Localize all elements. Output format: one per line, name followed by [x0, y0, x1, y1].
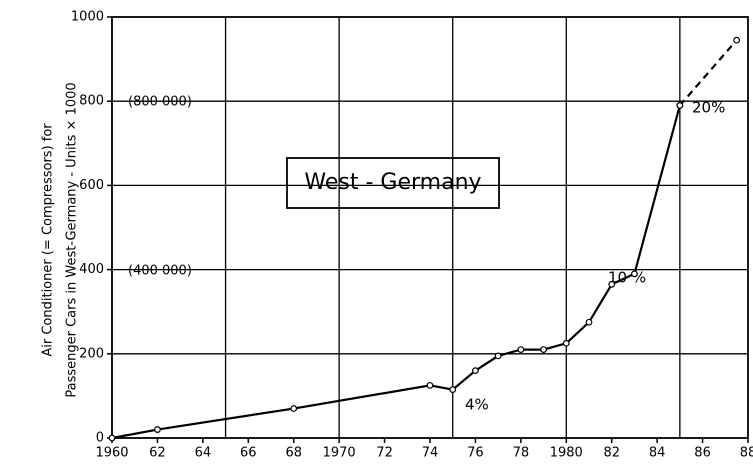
annotation: West - Germany — [304, 170, 481, 195]
annotation: (400 000) — [128, 264, 192, 279]
point — [631, 270, 638, 278]
line — [111, 105, 681, 440]
x-tick-label: 78 — [513, 446, 530, 461]
x-tick-label: 1970 — [323, 446, 356, 461]
annotation: (800 000) — [128, 95, 192, 110]
y-axis-label: Passenger Cars in West-Germany - Units ×… — [65, 82, 80, 397]
annotation: 4% — [465, 396, 489, 414]
x-tick-label: 72 — [376, 446, 393, 461]
point — [472, 367, 479, 375]
y-tick-label: 400 — [79, 262, 104, 277]
point — [290, 405, 298, 412]
x-tick-label: 68 — [285, 446, 302, 461]
y-axis-label: Air Conditioner (= Compressors) for — [41, 123, 56, 357]
y-tick-label: 600 — [79, 178, 104, 193]
point — [426, 381, 434, 389]
y-tick-label: 1000 — [71, 10, 104, 25]
x-tick-label: 86 — [694, 446, 711, 461]
plot-frame — [111, 16, 749, 439]
point — [676, 102, 684, 109]
x-tick-label: 66 — [240, 446, 257, 461]
y-tick-label: 0 — [96, 431, 104, 446]
point — [608, 280, 616, 288]
x-tick-label: 62 — [149, 446, 166, 461]
point — [449, 386, 457, 393]
line — [679, 39, 738, 107]
x-tick-label: 1960 — [95, 446, 128, 461]
point — [540, 346, 547, 353]
point — [733, 36, 741, 44]
x-tick-label: 82 — [603, 446, 620, 461]
x-tick-label: 76 — [467, 446, 484, 461]
x-tick-label: 64 — [195, 446, 212, 461]
x-tick-label: 1980 — [550, 446, 583, 461]
x-tick-label: 88 — [740, 446, 753, 461]
point — [585, 318, 593, 326]
annotation: 20% — [692, 99, 725, 117]
y-tick-label: 800 — [79, 94, 104, 109]
annotation-box — [286, 157, 500, 209]
point — [562, 339, 570, 347]
point — [154, 426, 161, 433]
point — [517, 346, 525, 353]
point — [108, 434, 116, 442]
x-tick-label: 84 — [649, 446, 666, 461]
x-tick-label: 74 — [422, 446, 439, 461]
point — [494, 352, 502, 360]
y-tick-label: 200 — [79, 346, 104, 361]
